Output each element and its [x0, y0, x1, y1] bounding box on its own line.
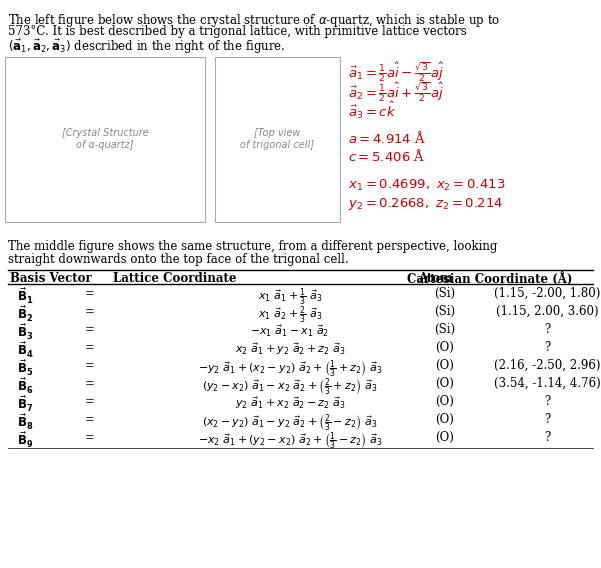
Text: (O): (O): [436, 359, 454, 372]
Text: $-x_1\ \vec{a}_1 - x_1\ \vec{a}_2$: $-x_1\ \vec{a}_1 - x_1\ \vec{a}_2$: [251, 323, 329, 339]
Text: [Crystal Structure
of α-quartz]: [Crystal Structure of α-quartz]: [62, 128, 148, 150]
Text: $y_2\ \vec{a}_1 + x_2\ \vec{a}_2 - z_2\ \vec{a}_3$: $y_2\ \vec{a}_1 + x_2\ \vec{a}_2 - z_2\ …: [234, 395, 346, 411]
Text: $\vec{a}_3 = c\hat{k}$: $\vec{a}_3 = c\hat{k}$: [348, 100, 396, 121]
Text: $x_2\ \vec{a}_1 + y_2\ \vec{a}_2 + z_2\ \vec{a}_3$: $x_2\ \vec{a}_1 + y_2\ \vec{a}_2 + z_2\ …: [234, 341, 346, 357]
Text: $c = 5.406$ Å: $c = 5.406$ Å: [348, 148, 426, 164]
Text: Basis Vector: Basis Vector: [10, 272, 92, 285]
Text: $x_1\ \vec{a}_2 + \frac{2}{3}\ \vec{a}_3$: $x_1\ \vec{a}_2 + \frac{2}{3}\ \vec{a}_3…: [258, 305, 322, 327]
Text: =: =: [85, 305, 95, 318]
Text: (3.54, -1.14, 4.76): (3.54, -1.14, 4.76): [493, 377, 600, 390]
Text: 573°C. It is best described by a trigonal lattice, with primitive lattice vector: 573°C. It is best described by a trigona…: [8, 25, 467, 38]
Text: =: =: [85, 431, 95, 444]
Text: =: =: [85, 323, 95, 336]
Text: (O): (O): [436, 341, 454, 354]
Text: $\mathbf{\vec{B}_2}$: $\mathbf{\vec{B}_2}$: [17, 305, 33, 324]
Text: $x_1 = 0.4699,\ x_2 = 0.413$: $x_1 = 0.4699,\ x_2 = 0.413$: [348, 178, 505, 193]
Text: ?: ?: [544, 413, 550, 426]
Text: Atom: Atom: [418, 272, 452, 285]
Text: =: =: [85, 287, 95, 300]
Text: $\vec{a}_1 = \frac{1}{2}a\hat{i} - \frac{\sqrt{3}}{2}a\hat{j}$: $\vec{a}_1 = \frac{1}{2}a\hat{i} - \frac…: [348, 60, 444, 84]
Text: $y_2 = 0.2668,\ z_2 = 0.214$: $y_2 = 0.2668,\ z_2 = 0.214$: [348, 196, 503, 212]
Text: The left figure below shows the crystal structure of $\alpha$-quartz, which is s: The left figure below shows the crystal …: [8, 12, 501, 29]
Text: $\mathbf{\vec{B}_4}$: $\mathbf{\vec{B}_4}$: [17, 341, 33, 360]
Text: $(\vec{\mathbf{a}}_1, \vec{\mathbf{a}}_2, \vec{\mathbf{a}}_3)$ described in the : $(\vec{\mathbf{a}}_1, \vec{\mathbf{a}}_2…: [8, 38, 285, 56]
Text: $(x_2 - y_2)\ \vec{a}_1 - y_2\ \vec{a}_2 + \left(\frac{2}{3} - z_2\right)\ \vec{: $(x_2 - y_2)\ \vec{a}_1 - y_2\ \vec{a}_2…: [203, 413, 378, 434]
Text: $\mathbf{\vec{B}_9}$: $\mathbf{\vec{B}_9}$: [17, 431, 33, 450]
Text: ?: ?: [544, 431, 550, 444]
Text: $\mathbf{\vec{B}_1}$: $\mathbf{\vec{B}_1}$: [17, 287, 33, 306]
Text: $\mathbf{\vec{B}_5}$: $\mathbf{\vec{B}_5}$: [17, 359, 33, 378]
Text: =: =: [85, 377, 95, 390]
Text: $\mathbf{\vec{B}_3}$: $\mathbf{\vec{B}_3}$: [17, 323, 33, 342]
Text: $\vec{a}_2 = \frac{1}{2}a\hat{i} + \frac{\sqrt{3}}{2}a\hat{j}$: $\vec{a}_2 = \frac{1}{2}a\hat{i} + \frac…: [348, 80, 444, 104]
Text: [Top view
of trigonal cell]: [Top view of trigonal cell]: [240, 128, 314, 150]
Text: $\mathbf{\vec{B}_6}$: $\mathbf{\vec{B}_6}$: [17, 377, 33, 396]
Text: Cartesian Coordinate (Å): Cartesian Coordinate (Å): [407, 272, 573, 286]
Text: $\mathbf{\vec{B}_8}$: $\mathbf{\vec{B}_8}$: [17, 413, 33, 432]
Text: $\mathbf{\vec{B}_7}$: $\mathbf{\vec{B}_7}$: [17, 395, 33, 414]
Text: (O): (O): [436, 431, 454, 444]
Text: $-x_2\ \vec{a}_1 + (y_2 - x_2)\ \vec{a}_2 + \left(\frac{1}{3} - z_2\right)\ \vec: $-x_2\ \vec{a}_1 + (y_2 - x_2)\ \vec{a}_…: [198, 431, 382, 452]
Text: $-y_2\ \vec{a}_1 + (x_2 - y_2)\ \vec{a}_2 + \left(\frac{1}{3} + z_2\right)\ \vec: $-y_2\ \vec{a}_1 + (x_2 - y_2)\ \vec{a}_…: [198, 359, 382, 380]
FancyBboxPatch shape: [5, 57, 205, 222]
Text: ?: ?: [544, 341, 550, 354]
Text: ?: ?: [544, 323, 550, 336]
Text: (Si): (Si): [435, 323, 456, 336]
Text: (O): (O): [436, 377, 454, 390]
FancyBboxPatch shape: [215, 57, 340, 222]
Text: (1.15, 2.00, 3.60): (1.15, 2.00, 3.60): [496, 305, 599, 318]
Text: =: =: [85, 341, 95, 354]
Text: (Si): (Si): [435, 305, 456, 318]
Text: (Si): (Si): [435, 287, 456, 300]
Text: (1.15, -2.00, 1.80): (1.15, -2.00, 1.80): [494, 287, 600, 300]
Text: $(y_2 - x_2)\ \vec{a}_1 - x_2\ \vec{a}_2 + \left(\frac{2}{3} + z_2\right)\ \vec{: $(y_2 - x_2)\ \vec{a}_1 - x_2\ \vec{a}_2…: [203, 377, 378, 398]
Text: Lattice Coordinate: Lattice Coordinate: [113, 272, 237, 285]
Text: =: =: [85, 359, 95, 372]
Text: (O): (O): [436, 395, 454, 408]
Text: ?: ?: [544, 395, 550, 408]
Text: $a = 4.914$ Å: $a = 4.914$ Å: [348, 130, 426, 146]
Text: =: =: [85, 413, 95, 426]
Text: =: =: [85, 395, 95, 408]
Text: straight downwards onto the top face of the trigonal cell.: straight downwards onto the top face of …: [8, 253, 349, 266]
Text: $x_1\ \vec{a}_1 + \frac{1}{3}\ \vec{a}_3$: $x_1\ \vec{a}_1 + \frac{1}{3}\ \vec{a}_3…: [258, 287, 322, 308]
Text: (O): (O): [436, 413, 454, 426]
Text: The middle figure shows the same structure, from a different perspective, lookin: The middle figure shows the same structu…: [8, 240, 498, 253]
Text: (2.16, -2.50, 2.96): (2.16, -2.50, 2.96): [494, 359, 600, 372]
